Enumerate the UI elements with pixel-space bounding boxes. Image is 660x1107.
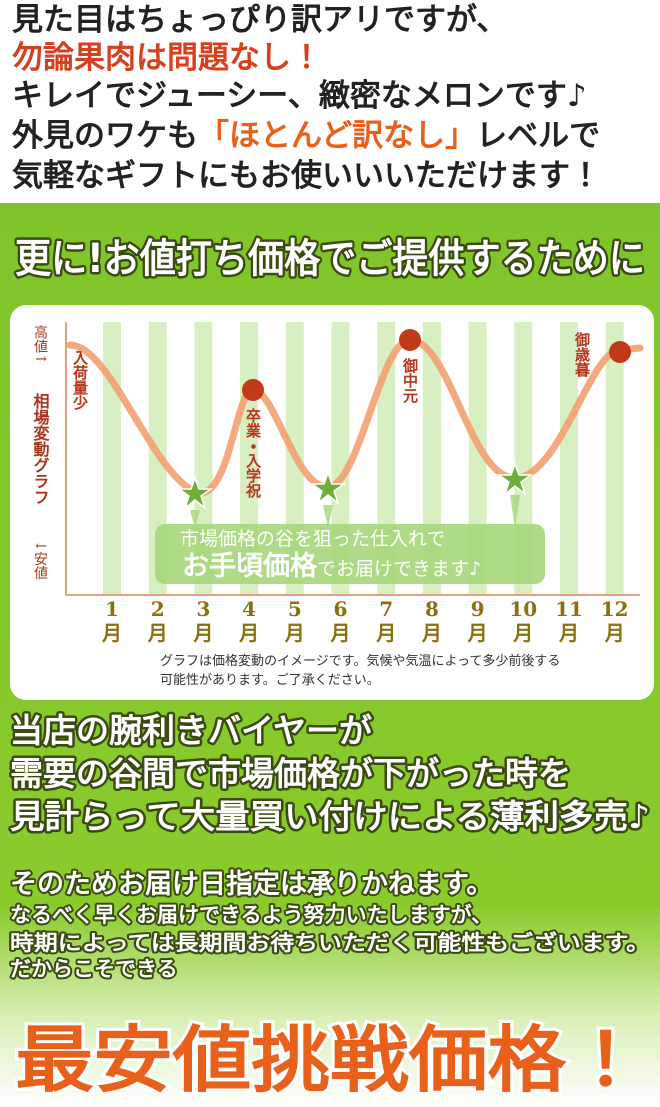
graph-note: 可能性があります。ご了承ください。 [160,672,380,688]
star [496,461,534,497]
month-number: 5 [288,597,302,621]
month-unit: 月 [512,621,533,645]
star [176,475,214,511]
month-unit: 月 [238,621,259,645]
intro-line: 外見のワケも「ほとんど訳なし」レベルで [11,118,600,154]
y-title: 相場変動グラフ [31,392,50,505]
intro-part: 外見のワケも [11,118,198,154]
month-number: 8 [425,597,439,621]
month-number: 11 [555,597,583,621]
month-number: 9 [471,597,485,621]
month-unit: 月 [192,621,213,645]
month-stripe [103,322,121,595]
month-unit: 月 [604,621,625,645]
buyer-line: 見計らって大量買い付けによる薄利多売♪ [10,797,650,836]
stars [176,461,534,511]
callout-line: 市場価格の谷を狙った仕入れで [180,528,445,550]
callout-pointer [510,495,520,528]
delivery-line: なるべく早くお届けできるよう努力いたしますが、 [10,903,492,927]
peak-dot [399,329,421,351]
callout-pointer [190,510,200,528]
delivery-line: 時期によっては長期間お待ちいただく可能性もございます。 [10,931,650,955]
month-number: 4 [242,597,256,621]
month-unit: 月 [147,621,168,645]
callout-pointer [323,505,333,528]
y-top-label: 高値↑ [32,324,48,364]
intro-line: 勿論果肉は問題なし！ [12,40,322,76]
banner: 更に!お値打ち価格でご提供するために [15,236,645,282]
month-unit: 月 [330,621,351,645]
callout-emphasis: お手頃価格 [182,551,318,582]
intro-emphasis: 「ほとんど訳なし」 [198,118,476,154]
month-number: 12 [601,597,629,621]
month-number: 10 [509,597,537,621]
peak-dot [609,341,631,363]
star [309,470,347,506]
month-unit: 月 [421,621,442,645]
peak-label: 御中元 [401,357,419,404]
y-bottom-label: ↓安値 [32,540,48,580]
start-label: 入荷量少 [71,350,89,411]
month-number: 6 [334,597,348,621]
month-unit: 月 [558,621,579,645]
callout-line: お手頃価格でお届けできます♪ [182,551,481,582]
intro-line: 見た目はちょっぴり訳アリですが、 [12,2,507,38]
month-number: 2 [151,597,165,621]
intro-line: 気軽なギフトにもお使いいいただけます！ [12,158,601,194]
month-unit: 月 [284,621,305,645]
peak-dot [242,379,264,401]
month-stripe [560,322,578,595]
month-number: 7 [379,597,393,621]
graph-note: グラフは価格変動のイメージです。気候や気温によって多少前後する [160,653,560,669]
month-unit: 月 [467,621,488,645]
peak-label: 御歳暮 [573,331,591,377]
delivery-line: だからこそできる [10,957,178,981]
buyer-line: 当店の腕利きバイヤーが [10,711,372,750]
callout-box [155,524,545,584]
peak-label: 卒業・入学祝 [244,407,262,499]
month-stripe [605,322,624,595]
month-number: 3 [196,597,210,621]
intro-part: レベルで [476,118,600,154]
month-number: 1 [105,597,119,621]
buyer-line: 需要の谷間で市場価格が下がった時を [10,754,571,793]
month-unit: 月 [375,621,396,645]
intro-line: キレイでジューシー、緻密なメロンです♪ [12,78,587,114]
headline: 最安値挑戦価格！ [15,1017,645,1102]
callout-rest: でお届けできます♪ [317,558,481,580]
delivery-line: そのためお届け日指定は承りかねます。 [10,869,493,900]
month-unit: 月 [101,621,122,645]
